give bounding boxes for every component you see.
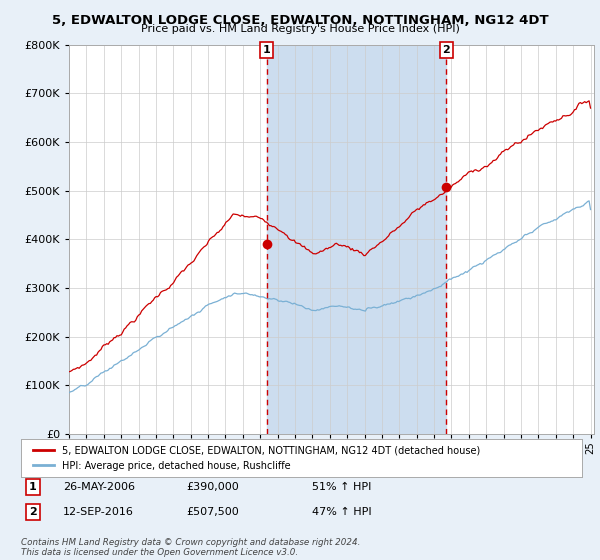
Text: 1: 1: [263, 45, 271, 55]
Text: 2: 2: [442, 45, 450, 55]
Text: 47% ↑ HPI: 47% ↑ HPI: [312, 507, 371, 517]
Text: 2: 2: [29, 507, 37, 517]
Legend: 5, EDWALTON LODGE CLOSE, EDWALTON, NOTTINGHAM, NG12 4DT (detached house), HPI: A: 5, EDWALTON LODGE CLOSE, EDWALTON, NOTTI…: [29, 441, 484, 475]
Text: Contains HM Land Registry data © Crown copyright and database right 2024.
This d: Contains HM Land Registry data © Crown c…: [21, 538, 361, 557]
Text: 12-SEP-2016: 12-SEP-2016: [63, 507, 134, 517]
Text: 51% ↑ HPI: 51% ↑ HPI: [312, 482, 371, 492]
Text: 1: 1: [29, 482, 37, 492]
Text: £390,000: £390,000: [186, 482, 239, 492]
Text: Price paid vs. HM Land Registry's House Price Index (HPI): Price paid vs. HM Land Registry's House …: [140, 24, 460, 34]
Text: 26-MAY-2006: 26-MAY-2006: [63, 482, 135, 492]
Bar: [267, 45, 446, 434]
Text: £507,500: £507,500: [186, 507, 239, 517]
Text: 5, EDWALTON LODGE CLOSE, EDWALTON, NOTTINGHAM, NG12 4DT: 5, EDWALTON LODGE CLOSE, EDWALTON, NOTTI…: [52, 14, 548, 27]
